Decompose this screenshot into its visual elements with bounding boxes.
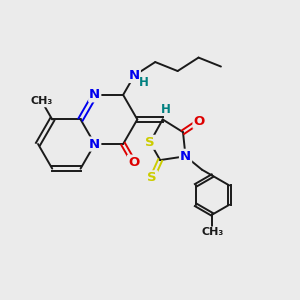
Text: H: H <box>161 103 171 116</box>
Text: CH₃: CH₃ <box>201 227 224 237</box>
Text: N: N <box>129 69 140 82</box>
Text: H: H <box>139 76 149 88</box>
Text: N: N <box>180 150 191 163</box>
Text: N: N <box>89 88 100 101</box>
Text: O: O <box>128 156 139 169</box>
Text: N: N <box>89 137 100 151</box>
Text: CH₃: CH₃ <box>31 96 53 106</box>
Text: S: S <box>147 171 157 184</box>
Text: S: S <box>145 136 155 149</box>
Text: O: O <box>194 115 205 128</box>
